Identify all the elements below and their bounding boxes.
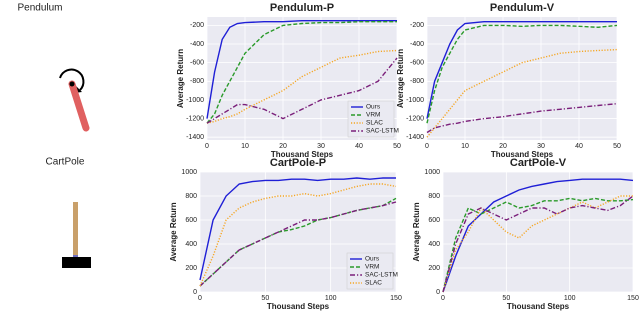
y-tick-label: 0: [193, 289, 197, 296]
x-tick-label: 10: [461, 143, 469, 150]
legend-label: SLAC: [365, 280, 382, 287]
y-tick-label: -1000: [406, 97, 424, 104]
y-tick-label: -1200: [406, 115, 424, 122]
y-tick-label: -400: [190, 41, 204, 48]
series-line: [442, 195, 634, 293]
legend-label: VRM: [366, 112, 380, 119]
x-tick-label: 50: [261, 295, 269, 302]
x-tick-label: 20: [499, 143, 507, 150]
y-axis-label: Average Return: [396, 49, 405, 108]
env-label: CartPole: [46, 157, 85, 168]
plot-area: [427, 17, 617, 140]
chart-title: CartPole-V: [510, 157, 567, 169]
legend-label: SAC-LSTM: [365, 272, 398, 279]
y-tick-label: 600: [185, 217, 197, 224]
pendulum-image: [59, 68, 90, 132]
legend-label: Ours: [365, 256, 380, 263]
y-tick-label: 1000: [424, 169, 440, 176]
y-tick-label: -600: [410, 60, 424, 67]
y-tick-label: 800: [185, 193, 197, 200]
legend-label: VRM: [365, 264, 379, 271]
x-tick-label: 0: [441, 295, 445, 302]
x-tick-label: 50: [393, 143, 401, 150]
y-tick-label: 0: [436, 289, 440, 296]
legend-label: SAC-LSTM: [366, 128, 399, 135]
chart-title: Pendulum-V: [490, 2, 555, 14]
series-line: [206, 57, 398, 124]
x-tick-label: 30: [537, 143, 545, 150]
y-tick-label: -1400: [186, 134, 204, 141]
x-axis-label: Thousand Steps: [507, 302, 570, 311]
y-tick-label: -400: [410, 41, 424, 48]
series-line: [199, 177, 396, 281]
x-tick-label: 10: [241, 143, 249, 150]
x-axis-label: Thousand Steps: [271, 150, 334, 159]
x-tick-label: 100: [564, 295, 576, 302]
x-tick-label: 40: [355, 143, 363, 150]
y-tick-label: 200: [185, 265, 197, 272]
series-line: [426, 24, 618, 124]
y-tick-label: -1000: [186, 97, 204, 104]
y-tick-label: 400: [185, 241, 197, 248]
series-line: [206, 21, 397, 124]
series-line: [206, 20, 397, 119]
x-tick-label: 50: [502, 295, 510, 302]
series-line: [426, 103, 618, 134]
cartpole-image: [62, 202, 91, 268]
series-line: [442, 197, 634, 293]
x-tick-label: 100: [325, 295, 337, 302]
y-tick-label: -200: [190, 22, 204, 29]
y-tick-label: -800: [190, 78, 204, 85]
x-tick-label: 150: [390, 295, 402, 302]
chart-title: CartPole-P: [270, 157, 326, 169]
x-axis-label: Thousand Steps: [267, 302, 330, 311]
x-axis-label: Thousand Steps: [491, 150, 554, 159]
plot-area: [443, 172, 633, 292]
x-tick-label: 40: [575, 143, 583, 150]
x-tick-label: 30: [317, 143, 325, 150]
x-tick-label: 0: [205, 143, 209, 150]
y-tick-label: -1400: [406, 134, 424, 141]
series-line: [199, 201, 397, 287]
series-line: [426, 48, 618, 138]
y-tick-label: 800: [428, 193, 440, 200]
y-axis-label: Average Return: [176, 49, 185, 108]
chart-title: Pendulum-P: [270, 2, 334, 14]
x-tick-label: 20: [279, 143, 287, 150]
x-tick-label: 0: [198, 295, 202, 302]
legend-label: Ours: [366, 104, 381, 111]
y-tick-label: -200: [410, 22, 424, 29]
y-tick-label: -600: [190, 60, 204, 67]
y-axis-label: Average Return: [169, 202, 178, 261]
x-tick-label: 50: [613, 143, 621, 150]
y-tick-label: 1000: [181, 169, 197, 176]
y-axis-label: Average Return: [412, 202, 421, 261]
y-tick-label: 400: [428, 241, 440, 248]
series-line: [206, 49, 398, 124]
series-line: [426, 21, 617, 119]
legend-label: SLAC: [366, 120, 383, 127]
series-line: [199, 183, 397, 287]
env-label: Pendulum: [17, 3, 62, 14]
y-tick-label: 200: [428, 265, 440, 272]
y-tick-label: -800: [410, 78, 424, 85]
x-tick-label: 150: [627, 295, 639, 302]
y-tick-label: 600: [428, 217, 440, 224]
y-tick-label: -1200: [186, 115, 204, 122]
series-line: [442, 195, 633, 293]
x-tick-label: 0: [425, 143, 429, 150]
